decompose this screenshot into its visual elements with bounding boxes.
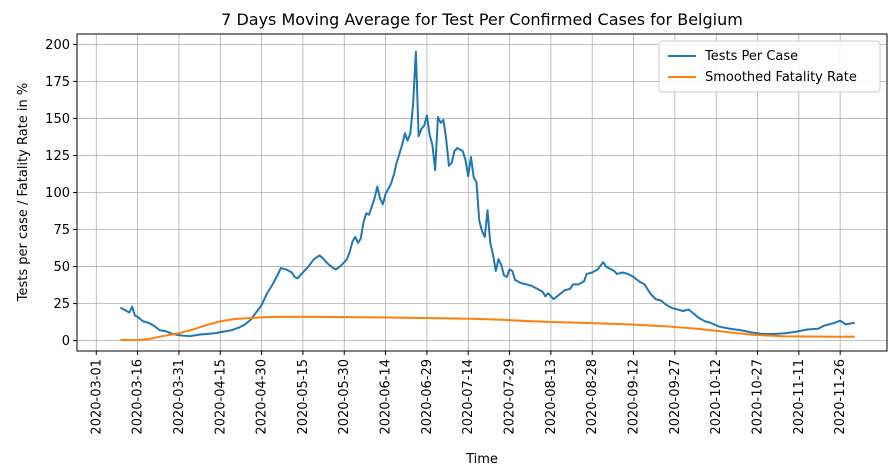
- x-tick-label: 2020-08-13: [544, 359, 559, 435]
- x-tick-label: 2020-03-01: [89, 359, 104, 435]
- y-tick-label: 100: [45, 186, 70, 201]
- y-tick-label: 150: [45, 112, 70, 127]
- x-tick-label: 2020-07-29: [503, 359, 518, 435]
- x-tick-label: 2020-10-27: [751, 359, 766, 435]
- y-tick-label: 25: [53, 297, 70, 312]
- legend-label-tests-per-case: Tests Per Case: [704, 49, 798, 64]
- x-tick-label: 2020-07-14: [461, 359, 476, 435]
- y-tick-label: 125: [45, 149, 70, 164]
- x-tick-label: 2020-11-11: [792, 359, 807, 435]
- x-tick-label: 2020-09-12: [627, 359, 642, 435]
- legend-box: [658, 40, 881, 93]
- x-tick-label: 2020-10-12: [709, 359, 724, 435]
- y-tick-label: 175: [45, 75, 70, 90]
- y-axis-label: Tests per case / Fatality Rate in %: [16, 83, 31, 303]
- axes: 0 25 50 75 100 125 150 175 200 2020-03-01 2020-03-…: [45, 38, 848, 435]
- x-tick-label: 2020-03-31: [172, 359, 187, 435]
- y-tick-label: 50: [53, 260, 70, 275]
- x-tick-label: 2020-05-15: [296, 359, 311, 435]
- grid: [77, 34, 887, 351]
- x-tick-label: 2020-08-28: [585, 359, 600, 435]
- y-tick-label: 200: [45, 38, 70, 53]
- y-tick-label: 75: [53, 223, 70, 238]
- y-tick-label: 0: [62, 334, 70, 349]
- x-tick-label: 2020-03-16: [131, 359, 146, 435]
- legend: Tests Per Case Smoothed Fatality Rate: [658, 40, 881, 93]
- x-tick-label: 2020-06-29: [420, 359, 435, 435]
- series-line-tests-per-case: [120, 50, 855, 338]
- x-axis-label: Time: [465, 452, 498, 467]
- x-tick-label: 2020-05-30: [337, 359, 352, 435]
- legend-label-smoothed-fatality-rate: Smoothed Fatality Rate: [705, 70, 857, 85]
- x-tick-label: 2020-09-27: [668, 359, 683, 435]
- x-tick-label: 2020-04-30: [255, 359, 270, 435]
- series: [120, 50, 855, 342]
- x-tick-label: 2020-06-14: [379, 359, 394, 435]
- series-line-smoothed-fatality-rate: [120, 315, 855, 342]
- x-tick-label: 2020-11-26: [833, 359, 848, 435]
- chart-title: 7 Days Moving Average for Test Per Confi…: [221, 10, 743, 29]
- x-tick-label: 2020-04-15: [213, 359, 228, 435]
